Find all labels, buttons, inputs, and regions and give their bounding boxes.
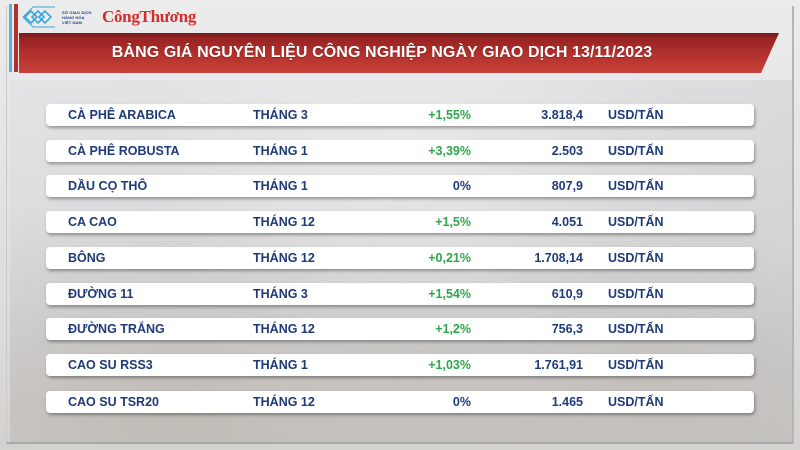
table-row: ĐƯỜNG 11 THÁNG 3 +1,54% 610,9 USD/TẤN — [46, 283, 754, 305]
contract-month: THÁNG 12 — [253, 251, 315, 265]
commodity-name: CAO SU TSR20 — [68, 395, 159, 409]
table-row: CÀ PHÊ ARABICA THÁNG 3 +1,55% 3.818,4 US… — [46, 104, 754, 126]
price-value: 1.708,14 — [534, 251, 583, 265]
congthuong-brand-logo: CôngThương — [102, 7, 197, 26]
table-row: CA CAO THÁNG 12 +1,5% 4.051 USD/TẤN — [46, 211, 754, 233]
price-value: 2.503 — [551, 144, 583, 158]
frame-border — [6, 6, 794, 444]
table-row: DẦU CỌ THÔ THÁNG 1 0% 807,9 USD/TẤN — [46, 175, 754, 197]
contract-month: THÁNG 1 — [253, 358, 308, 372]
price-unit: USD/TẤN — [608, 395, 664, 409]
contract-month: THÁNG 1 — [253, 179, 308, 193]
contract-month: THÁNG 3 — [253, 287, 308, 301]
table-row: ĐƯỜNG TRẮNG THÁNG 12 +1,2% 756,3 USD/TẤN — [46, 318, 754, 340]
commodity-name: DẦU CỌ THÔ — [68, 179, 148, 193]
price-unit: USD/TẤN — [608, 144, 664, 158]
logo-text-line-2: HÀNG HÓA — [62, 14, 85, 20]
percent-change: +3,39% — [428, 144, 471, 158]
price-value: 807,9 — [551, 179, 583, 193]
commodity-name: CA CAO — [68, 215, 117, 229]
table-row: CAO SU RSS3 THÁNG 1 +1,03% 1.761,91 USD/… — [46, 354, 754, 376]
contract-month: THÁNG 12 — [253, 395, 315, 409]
price-value: 610,9 — [551, 287, 583, 301]
price-unit: USD/TẤN — [608, 287, 664, 301]
commodity-name: BÔNG — [68, 251, 106, 265]
mxv-diamond-logo-icon — [22, 6, 55, 28]
commodity-name: CAO SU RSS3 — [68, 358, 153, 372]
price-value: 1.465 — [551, 395, 583, 409]
contract-month: THÁNG 12 — [253, 215, 315, 229]
contract-month: THÁNG 12 — [253, 322, 315, 336]
header-logos: SỞ GIAO DỊCH HÀNG HÓA VIỆT NAM CôngThươn… — [22, 4, 196, 30]
table-row: CAO SU TSR20 THÁNG 12 0% 1.465 USD/TẤN — [46, 391, 754, 413]
price-unit: USD/TẤN — [608, 108, 664, 122]
percent-change: 0% — [452, 179, 471, 193]
commodity-name: ĐƯỜNG 11 — [68, 287, 134, 301]
logo-text-line-3: VIỆT NAM — [62, 19, 82, 25]
price-value: 1.761,91 — [534, 358, 583, 372]
mxv-logo-text: SỞ GIAO DỊCH HÀNG HÓA VIỆT NAM — [62, 10, 98, 25]
percent-change: +1,2% — [435, 322, 471, 336]
percent-change: +1,5% — [435, 215, 471, 229]
page-title: BẢNG GIÁ NGUYÊN LIỆU CÔNG NGHIỆP NGÀY GI… — [111, 44, 653, 61]
price-value: 3.818,4 — [541, 108, 583, 122]
accent-bar-blue — [9, 4, 12, 72]
price-value: 4.051 — [551, 215, 583, 229]
contract-month: THÁNG 1 — [253, 144, 308, 158]
price-unit: USD/TẤN — [608, 215, 664, 229]
table-row: CÀ PHÊ ROBUSTA THÁNG 1 +3,39% 2.503 USD/… — [46, 140, 754, 162]
percent-change: +1,54% — [428, 287, 471, 301]
percent-change: 0% — [452, 395, 471, 409]
price-value: 756,3 — [551, 322, 583, 336]
percent-change: +0,21% — [428, 251, 471, 265]
table-row: BÔNG THÁNG 12 +0,21% 1.708,14 USD/TẤN — [46, 247, 754, 269]
price-unit: USD/TẤN — [608, 179, 664, 193]
percent-change: +1,03% — [428, 358, 471, 372]
commodity-name: CÀ PHÊ ARABICA — [68, 108, 176, 122]
price-unit: USD/TẤN — [608, 251, 664, 265]
price-unit: USD/TẤN — [608, 358, 664, 372]
price-unit: USD/TẤN — [608, 322, 664, 336]
contract-month: THÁNG 3 — [253, 108, 308, 122]
logo-text-line-1: SỞ GIAO DỊCH — [62, 9, 92, 15]
accent-bar-red — [14, 4, 18, 72]
title-band — [19, 33, 779, 73]
commodity-name: ĐƯỜNG TRẮNG — [68, 322, 165, 336]
commodity-name: CÀ PHÊ ROBUSTA — [68, 144, 180, 158]
percent-change: +1,55% — [428, 108, 471, 122]
